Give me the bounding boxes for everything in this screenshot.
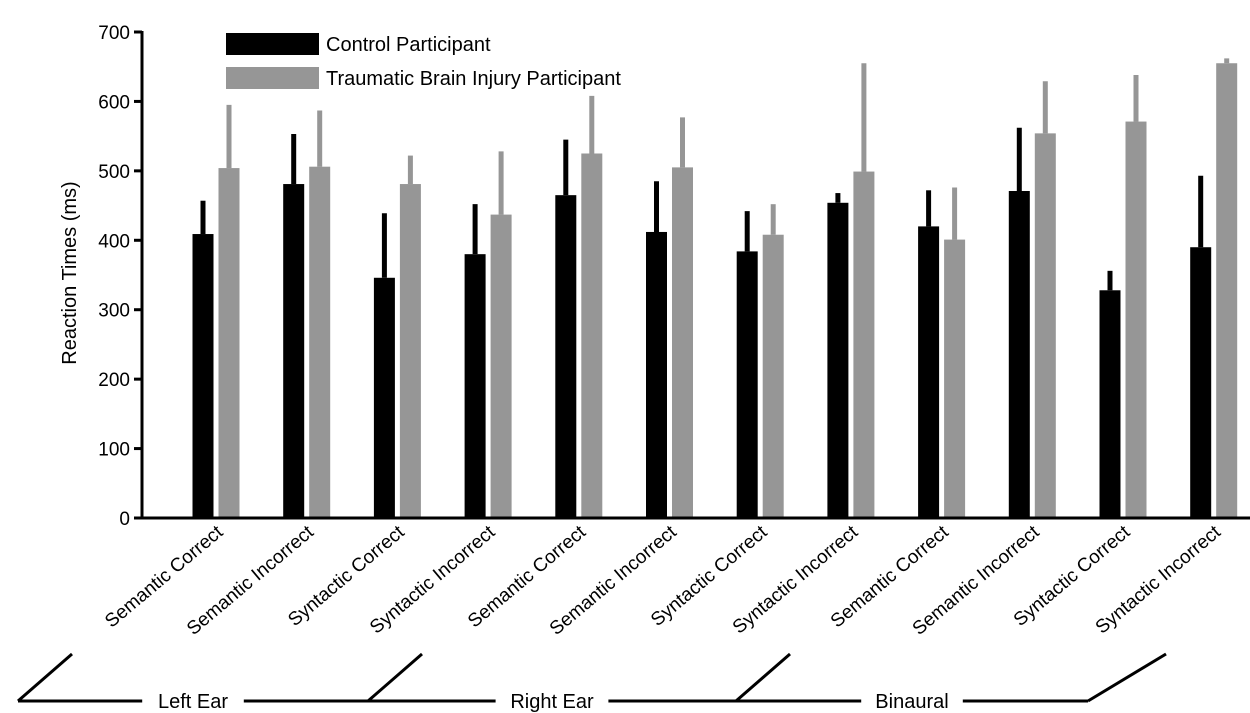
- bar-control-7: [827, 202, 849, 518]
- bar-tbi-6: [762, 234, 784, 518]
- bar-tbi-7: [853, 171, 875, 518]
- bar-control-0: [192, 234, 214, 518]
- y-tick-label-400: 400: [98, 231, 130, 252]
- y-tick-label-200: 200: [98, 370, 130, 391]
- group-label-binaural: Binaural: [875, 691, 948, 713]
- bar-tbi-0: [218, 168, 240, 518]
- bar-tbi-10: [1125, 121, 1147, 518]
- y-tick-label-700: 700: [98, 23, 130, 44]
- bar-control-4: [555, 195, 577, 518]
- legend-label-control: Control Participant: [326, 34, 491, 56]
- group-bracket-closing-diagonal: [1087, 652, 1167, 703]
- legend-swatch-control: [226, 33, 319, 55]
- bars-layer: [192, 63, 1238, 519]
- group-label-left-ear: Left Ear: [158, 691, 228, 713]
- group-brackets-layer: Left Ear Right Ear Binaural: [17, 652, 1167, 713]
- bar-tbi-1: [309, 166, 331, 519]
- bar-control-10: [1099, 290, 1121, 518]
- group-label-right-ear: Right Ear: [510, 691, 594, 713]
- bar-control-3: [464, 254, 486, 518]
- y-axis-label: Reaction Times (ms): [59, 181, 81, 364]
- axes-layer: [140, 31, 1250, 520]
- bar-control-11: [1190, 247, 1212, 518]
- bar-control-8: [918, 226, 940, 518]
- legend: Control Participant Traumatic Brain Injur…: [226, 33, 621, 90]
- y-tick-label-600: 600: [98, 92, 130, 113]
- y-tick-label-100: 100: [98, 440, 130, 461]
- bar-control-2: [373, 277, 395, 518]
- group-bracket-diagonal-right-ear: [367, 652, 423, 703]
- bar-control-9: [1008, 190, 1030, 518]
- legend-label-tbi: Traumatic Brain Injury Participant: [326, 68, 621, 90]
- bar-tbi-4: [581, 153, 603, 518]
- bar-control-6: [736, 251, 758, 518]
- bar-tbi-5: [672, 167, 693, 518]
- group-bracket-diagonal-left-ear: [17, 652, 73, 703]
- y-tick-label-300: 300: [98, 301, 130, 322]
- y-ticks-layer: 0 100 200 300 400 500 600 700: [98, 23, 142, 530]
- bar-tbi-3: [490, 214, 512, 518]
- bar-tbi-8: [944, 239, 966, 518]
- y-tick-label-500: 500: [98, 162, 130, 183]
- bar-tbi-9: [1034, 133, 1056, 518]
- y-tick-label-0: 0: [119, 509, 130, 530]
- legend-swatch-tbi: [226, 67, 319, 89]
- bar-control-1: [283, 184, 305, 518]
- bar-tbi-11: [1216, 63, 1238, 518]
- bar-tbi-2: [399, 184, 421, 518]
- group-bracket-diagonal-binaural: [735, 652, 791, 703]
- error-bars-layer: [200, 58, 1230, 291]
- bar-control-5: [646, 231, 667, 518]
